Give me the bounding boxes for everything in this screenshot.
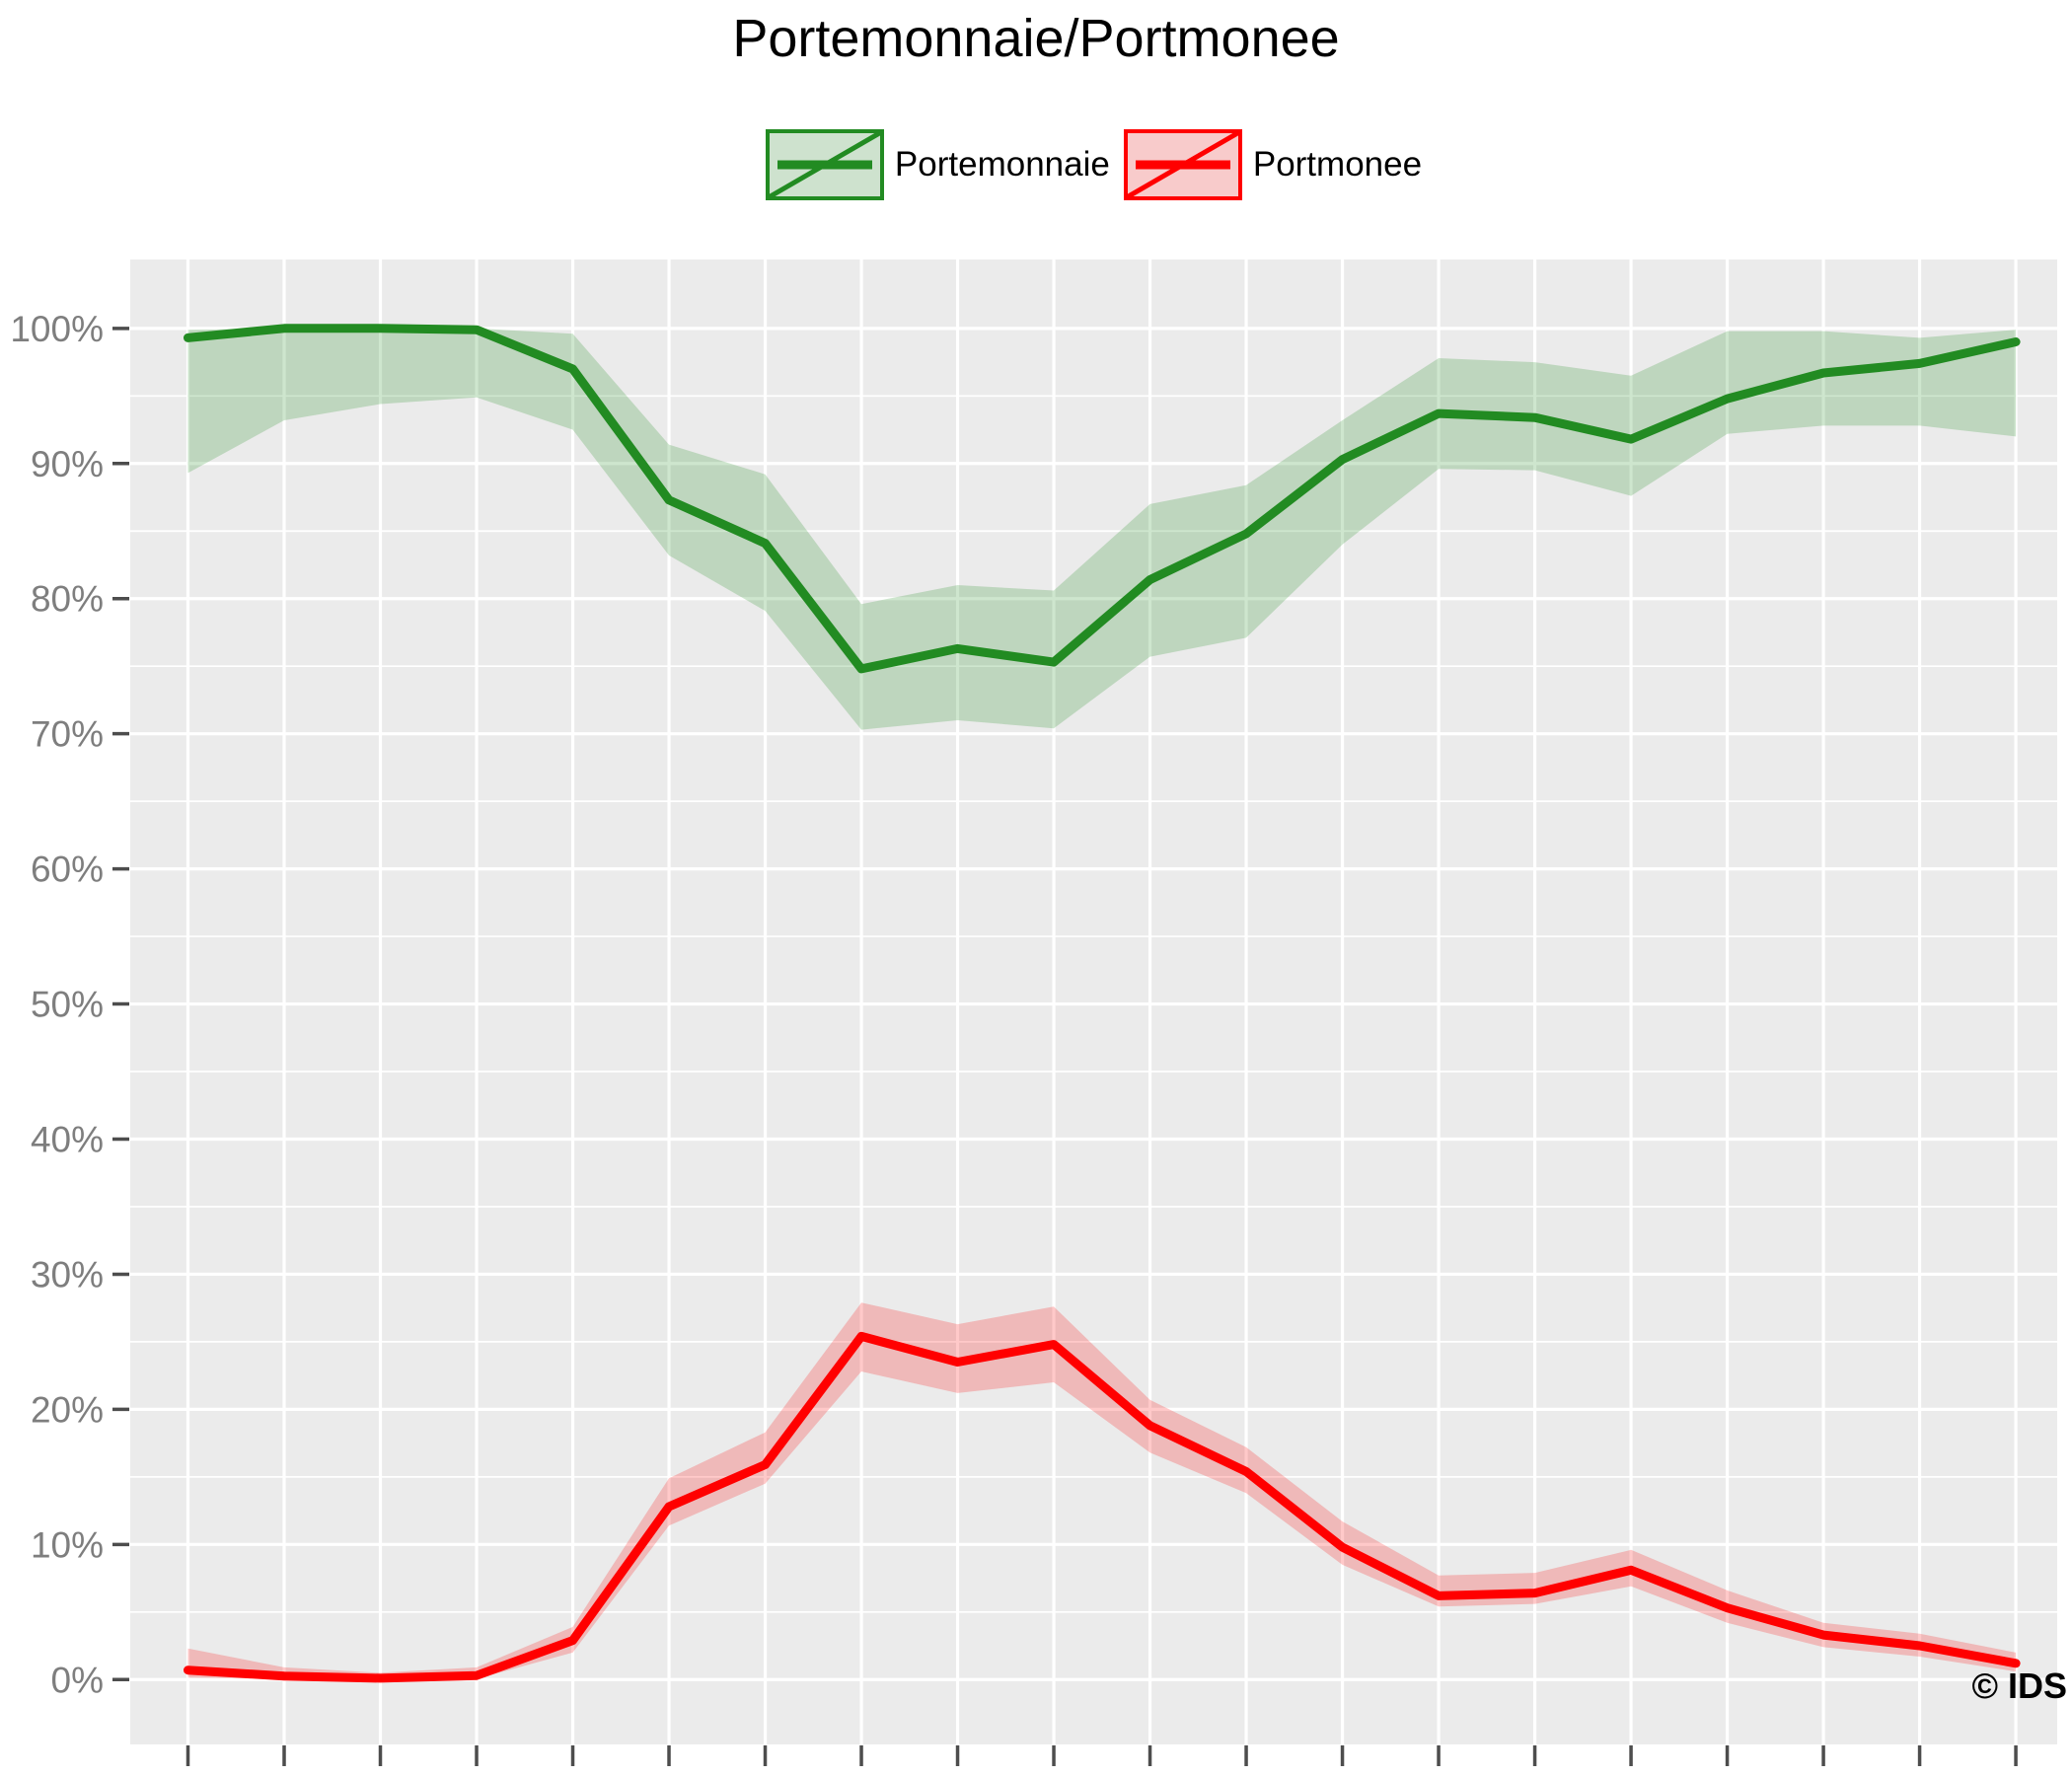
line-portmonee bbox=[184, 1331, 2021, 1683]
y-axis-label: 70% bbox=[31, 714, 104, 755]
legend-label-portemonnaie: Portemonnaie bbox=[894, 145, 1110, 184]
y-axis-label: 20% bbox=[31, 1389, 104, 1430]
y-axis-label: 90% bbox=[31, 444, 104, 484]
y-axis-label: 10% bbox=[31, 1524, 104, 1565]
plot-panel bbox=[130, 259, 2057, 1744]
y-axis-label: 100% bbox=[10, 309, 104, 349]
y-axis-label: 50% bbox=[31, 985, 104, 1025]
legend-item-portemonnaie: Portemonnaie bbox=[765, 129, 1110, 200]
copyright-text: © IDS bbox=[1971, 1665, 2067, 1706]
y-axis-label: 0% bbox=[51, 1660, 104, 1700]
confidence-band-portemonnaie bbox=[187, 328, 2017, 730]
y-axis-label: 60% bbox=[31, 850, 104, 890]
legend: Portemonnaie Portmonee bbox=[130, 126, 2057, 203]
legend-key-portemonnaie-icon bbox=[765, 129, 884, 200]
legend-item-portmonee: Portmonee bbox=[1123, 129, 1423, 200]
y-axis-label: 80% bbox=[31, 579, 104, 620]
y-axis-label: 30% bbox=[31, 1254, 104, 1295]
legend-label-portmonee: Portmonee bbox=[1252, 145, 1423, 184]
chart-title: Portemonnaie/Portmonee bbox=[732, 9, 1340, 68]
y-axis-label: 40% bbox=[31, 1120, 104, 1160]
line-portemonnaie bbox=[184, 324, 2021, 674]
legend-key-portmonee-icon bbox=[1123, 129, 1242, 200]
